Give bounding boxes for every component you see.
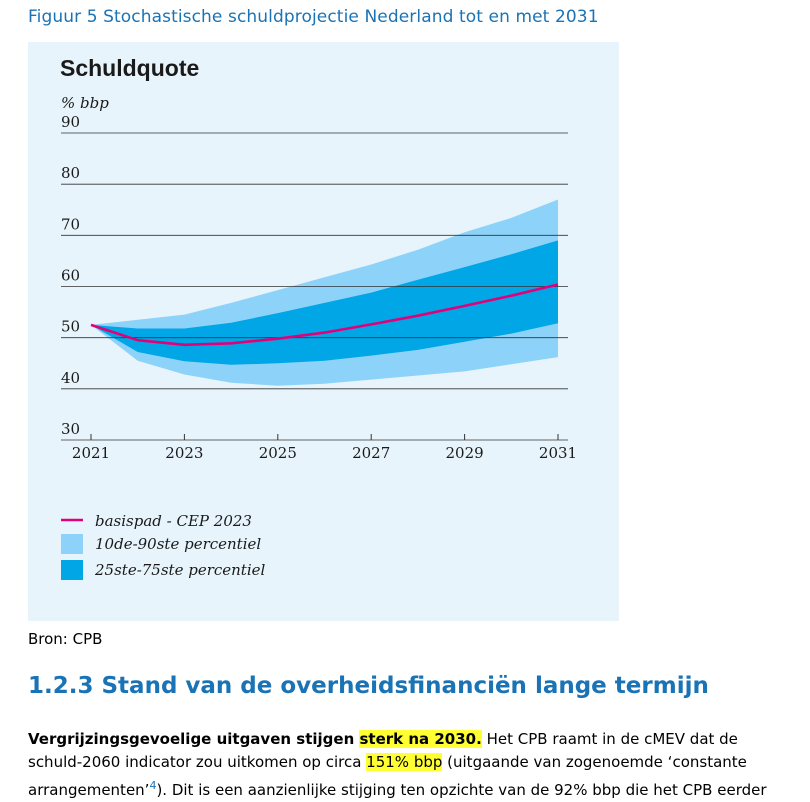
figure-caption: Figuur 5 Stochastische schuldprojectie N… <box>28 7 599 27</box>
legend-swatch-10-90 <box>61 534 83 554</box>
line2-text-b: (uitgaande van zogenoemde ‘constante <box>442 753 747 771</box>
section-heading: 1.2.3 Stand van de overheidsfinanciën la… <box>28 673 709 699</box>
chart-title: Schuldquote <box>60 55 199 81</box>
line2-text-a: schuld-2060 indicator zou uitkomen op ci… <box>28 753 367 771</box>
y-tick-label-80: 80 <box>61 164 80 182</box>
x-tick-label-2029: 2029 <box>446 444 484 462</box>
line3-text-b: ). Dit is een aanzienlijke stijging ten … <box>156 781 767 799</box>
legend-label-25-75: 25ste-75ste percentiel <box>94 561 266 579</box>
y-tick-label-40: 40 <box>61 369 80 387</box>
x-tick-label-2027: 2027 <box>352 444 390 462</box>
y-tick-label-60: 60 <box>61 267 80 285</box>
line1-text: Het CPB raamt in de cMEV dat de <box>481 730 738 748</box>
baseline-series-line <box>90 283 559 347</box>
paragraph-line-1: Vergrijzingsgevoelige uitgaven stijgen s… <box>28 728 798 751</box>
chart-panel: Schuldquote % bbp 30 40 50 60 70 80 90 2021 2023… <box>28 42 619 621</box>
legend-label-10-90: 10de-90ste percentiel <box>95 535 261 553</box>
highlight-151: 151% bbp <box>366 753 443 771</box>
line3-text-a: arrangementen’ <box>28 781 150 799</box>
legend-label-basispad: basispad - CEP 2023 <box>95 512 252 530</box>
x-tick-label-2025: 2025 <box>259 444 297 462</box>
body-paragraph: Vergrijzingsgevoelige uitgaven stijgen s… <box>28 728 798 802</box>
paragraph-line-3: arrangementen’4). Dit is een aanzienlijk… <box>28 774 798 802</box>
lead-text: Vergrijzingsgevoelige uitgaven stijgen <box>28 730 360 748</box>
source-note: Bron: CPB <box>28 630 103 648</box>
footnote-link[interactable]: 4 <box>149 779 157 792</box>
legend-swatch-25-75 <box>61 560 83 580</box>
x-tick-label-2031: 2031 <box>539 444 577 462</box>
lead-highlight: sterk na 2030. <box>359 730 482 748</box>
y-tick-label-30: 30 <box>61 420 80 438</box>
y-tick-label-70: 70 <box>61 215 80 233</box>
y-axis-label: % bbp <box>61 94 109 112</box>
debt-ratio-chart: Schuldquote % bbp 30 40 50 60 70 80 90 2021 2023… <box>60 55 577 580</box>
x-tick-label-2021: 2021 <box>72 444 110 462</box>
y-tick-label-90: 90 <box>61 113 80 131</box>
band-25-75 <box>91 240 558 365</box>
paragraph-line-2: schuld-2060 indicator zou uitkomen op ci… <box>28 751 798 774</box>
y-tick-label-50: 50 <box>61 318 80 336</box>
x-tick-label-2023: 2023 <box>165 444 203 462</box>
